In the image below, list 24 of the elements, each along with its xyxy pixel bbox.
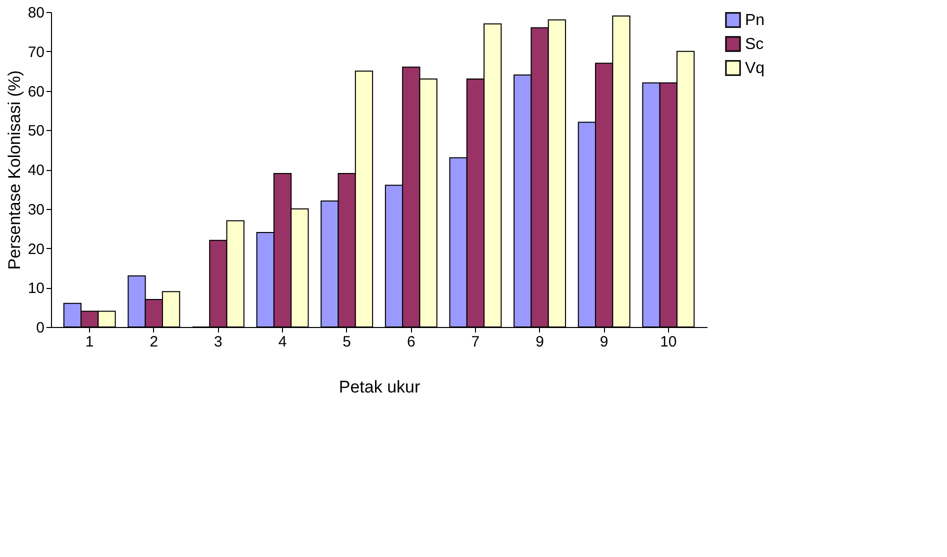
x-tick-label: 9 xyxy=(536,334,544,350)
y-tick-label: 20 xyxy=(28,240,44,258)
y-tick-label: 60 xyxy=(28,83,44,100)
y-tick-label: 50 xyxy=(28,122,44,140)
y-tick-label: 30 xyxy=(28,201,44,218)
x-tick-label: 2 xyxy=(150,334,158,350)
x-tick-label: 6 xyxy=(406,334,416,350)
x-tick-label: 10 xyxy=(660,334,677,350)
y-tick-label: 0 xyxy=(36,320,44,336)
y-tick-label: 10 xyxy=(28,280,44,298)
y-tick-label: 70 xyxy=(28,44,44,61)
legend-label: Pn xyxy=(745,12,765,29)
x-tick-label: 5 xyxy=(342,334,352,350)
legend-label: Sc xyxy=(745,36,764,53)
x-tick-label: 9 xyxy=(600,334,608,350)
y-tick-label: 40 xyxy=(28,162,44,179)
x-tick-label: 1 xyxy=(85,334,94,350)
x-tick-label: 4 xyxy=(278,334,287,350)
x-tick-label: 3 xyxy=(214,334,222,350)
y-axis-title: Persentase Kolonisasi (%) xyxy=(4,70,24,270)
x-tick-label: 7 xyxy=(471,334,480,350)
legend-label: Vq xyxy=(745,60,765,77)
x-axis-title: Petak ukur xyxy=(338,378,420,396)
y-tick-label: 80 xyxy=(28,4,44,22)
